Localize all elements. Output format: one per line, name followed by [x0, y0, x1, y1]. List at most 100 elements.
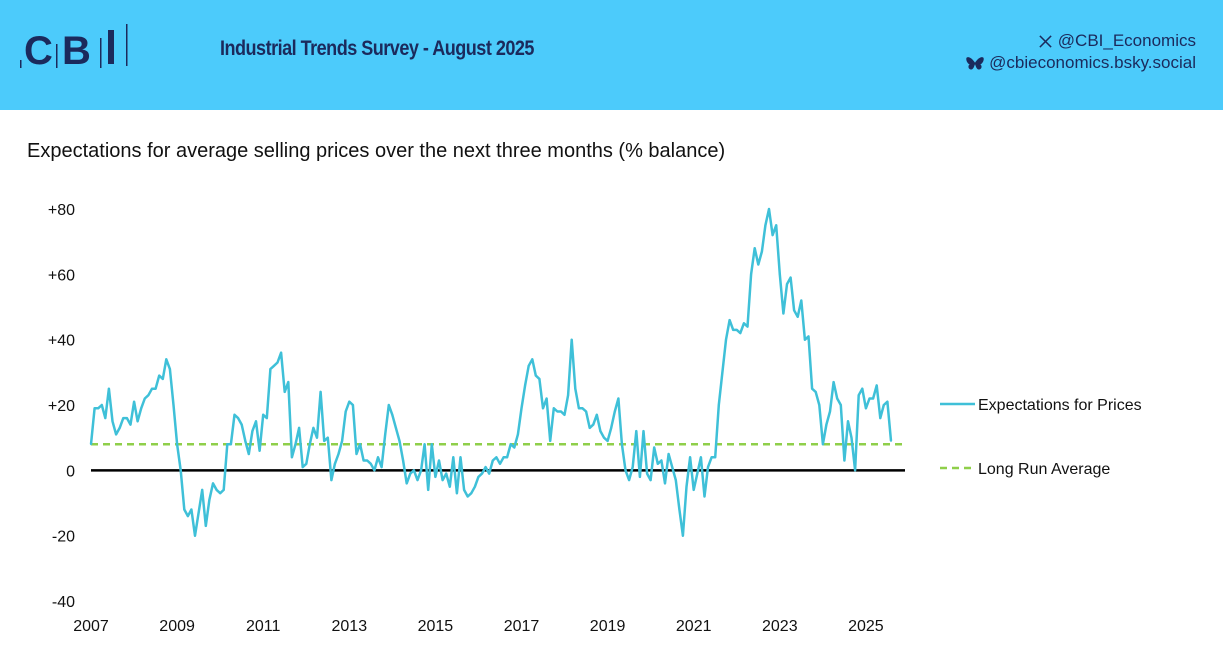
data-point — [319, 390, 322, 393]
data-point — [158, 374, 161, 377]
data-point — [628, 479, 631, 482]
data-point — [362, 459, 365, 462]
data-point — [524, 384, 527, 387]
x-tick-label: 2023 — [762, 618, 798, 635]
report-title: Industrial Trends Survey - August 2025 — [220, 37, 534, 60]
data-point — [635, 430, 638, 433]
legend-label-long-run-average: Long Run Average — [978, 461, 1110, 478]
data-point — [603, 436, 605, 439]
x-tick-label: 2009 — [159, 618, 195, 635]
data-point — [143, 397, 146, 400]
data-point — [298, 426, 301, 429]
data-point — [273, 364, 275, 367]
data-point — [839, 404, 842, 406]
data-point — [176, 443, 179, 446]
data-point — [151, 387, 153, 390]
data-point — [197, 511, 200, 514]
data-point — [323, 439, 326, 442]
data-point — [107, 387, 110, 390]
data-point — [800, 299, 803, 302]
data-point — [463, 488, 466, 491]
data-point — [140, 407, 143, 410]
y-tick-label: 0 — [66, 463, 75, 480]
data-point — [233, 413, 236, 416]
data-point — [739, 332, 742, 335]
data-point — [412, 469, 415, 472]
legend-label-expectations: Expectations for Prices — [978, 397, 1142, 414]
data-point — [660, 459, 663, 462]
data-point — [689, 456, 692, 459]
data-point — [545, 397, 548, 400]
data-point — [534, 374, 537, 377]
data-point — [125, 417, 128, 420]
data-point — [771, 234, 774, 237]
data-point — [477, 475, 480, 478]
y-tick-label: +40 — [48, 333, 75, 350]
x-handle[interactable]: @CBI_Economics — [1057, 31, 1196, 50]
data-point — [229, 443, 232, 446]
social-bluesky[interactable]: @cbieconomics.bsky.social — [966, 52, 1196, 74]
data-point — [409, 472, 412, 475]
data-point — [438, 459, 440, 462]
data-point — [710, 456, 713, 459]
data-point — [717, 404, 720, 406]
data-point — [542, 407, 544, 410]
data-point — [391, 413, 394, 416]
social-x[interactable]: @CBI_Economics — [966, 30, 1196, 52]
data-point — [93, 407, 96, 410]
data-point — [280, 351, 283, 354]
data-point — [509, 443, 512, 446]
data-point — [441, 479, 444, 482]
header-banner: C B Industrial Trends Survey - August 20… — [0, 0, 1223, 110]
x-tick-label: 2025 — [848, 618, 884, 635]
data-point — [172, 404, 175, 406]
data-point — [481, 472, 483, 475]
data-point — [402, 459, 405, 462]
data-point — [240, 423, 243, 426]
data-point — [857, 394, 860, 397]
data-point — [886, 400, 889, 403]
data-point — [732, 328, 735, 331]
data-point — [265, 417, 268, 420]
data-point — [854, 469, 857, 472]
data-point — [832, 381, 835, 384]
data-point — [821, 443, 824, 446]
data-point — [416, 479, 419, 482]
data-point — [850, 436, 853, 439]
data-point — [222, 488, 225, 491]
data-point — [488, 472, 491, 475]
data-point — [351, 404, 354, 406]
data-point — [814, 390, 817, 393]
data-point — [384, 433, 387, 436]
data-point — [649, 479, 652, 482]
data-point — [872, 397, 875, 400]
data-point — [255, 420, 257, 423]
data-point — [326, 436, 329, 439]
data-point — [674, 479, 677, 482]
data-point — [495, 456, 498, 459]
data-point — [864, 407, 867, 410]
data-point — [595, 413, 598, 416]
data-point — [377, 456, 379, 459]
data-point — [793, 309, 796, 312]
data-point — [430, 443, 433, 446]
data-point — [563, 413, 566, 416]
data-point — [588, 426, 591, 429]
data-point — [664, 482, 666, 485]
data-point — [681, 534, 684, 537]
bluesky-handle[interactable]: @cbieconomics.bsky.social — [989, 53, 1196, 72]
x-tick-label: 2011 — [246, 618, 281, 635]
data-point — [768, 208, 770, 210]
data-point — [405, 482, 408, 485]
data-point — [226, 443, 229, 446]
data-point — [671, 466, 674, 469]
data-point — [262, 413, 265, 416]
data-point — [789, 276, 792, 279]
data-point — [186, 515, 189, 518]
data-point — [118, 426, 121, 429]
y-axis: +80 +60 +40 +20 0 -20 -40 — [48, 202, 75, 611]
data-point — [753, 247, 756, 250]
data-point — [452, 456, 455, 459]
data-point — [728, 319, 731, 322]
data-point — [653, 446, 656, 449]
